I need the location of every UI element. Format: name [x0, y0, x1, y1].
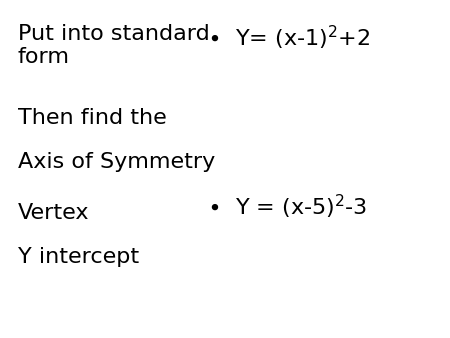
Text: Then find the: Then find the	[18, 108, 167, 128]
Text: Put into standard
form: Put into standard form	[18, 24, 210, 67]
Text: Y intercept: Y intercept	[18, 247, 139, 267]
Text: Axis of Symmetry: Axis of Symmetry	[18, 152, 215, 172]
Text: Vertex: Vertex	[18, 203, 90, 223]
Text: $\bullet$  Y= (x-1)$^2$+2: $\bullet$ Y= (x-1)$^2$+2	[207, 24, 370, 52]
Text: $\bullet$  Y = (x-5)$^2$-3: $\bullet$ Y = (x-5)$^2$-3	[207, 193, 367, 221]
